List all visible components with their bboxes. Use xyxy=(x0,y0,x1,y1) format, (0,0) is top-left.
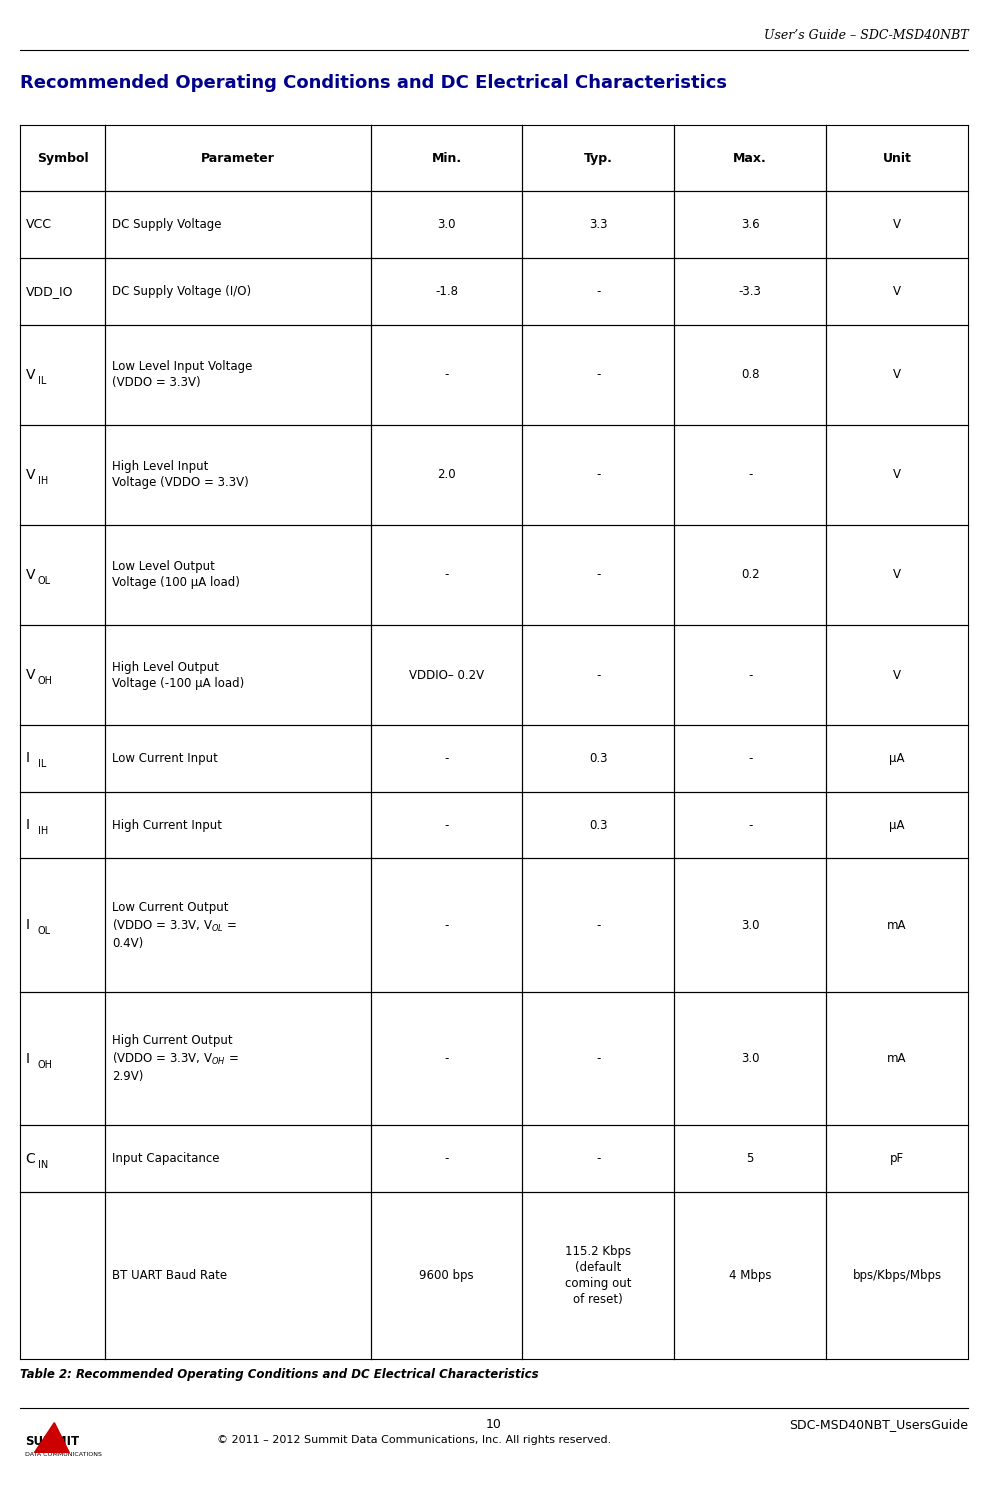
Text: Max.: Max. xyxy=(733,151,767,165)
Text: V: V xyxy=(893,569,901,582)
Text: I: I xyxy=(26,818,30,832)
Text: Symbol: Symbol xyxy=(37,151,88,165)
Text: OH: OH xyxy=(38,676,52,686)
Text: mA: mA xyxy=(887,919,907,931)
Text: IH: IH xyxy=(38,475,47,486)
Text: 3.0: 3.0 xyxy=(741,919,760,931)
Text: Input Capacitance: Input Capacitance xyxy=(112,1152,219,1166)
Text: IN: IN xyxy=(38,1160,47,1170)
Text: Min.: Min. xyxy=(432,151,461,165)
Text: mA: mA xyxy=(887,1051,907,1065)
Polygon shape xyxy=(35,1423,69,1452)
Text: -: - xyxy=(748,668,752,682)
Text: Table 2: Recommended Operating Conditions and DC Electrical Characteristics: Table 2: Recommended Operating Condition… xyxy=(20,1368,538,1381)
Text: -: - xyxy=(445,1152,449,1166)
Text: 0.3: 0.3 xyxy=(589,751,608,765)
Text: V: V xyxy=(893,218,901,232)
Text: V: V xyxy=(26,468,36,483)
Text: IL: IL xyxy=(38,376,45,386)
Text: -3.3: -3.3 xyxy=(739,285,762,298)
Text: -: - xyxy=(445,751,449,765)
Text: I: I xyxy=(26,1051,30,1066)
Text: C: C xyxy=(26,1152,36,1166)
Text: SDC-MSD40NBT_UsersGuide: SDC-MSD40NBT_UsersGuide xyxy=(789,1418,968,1432)
Text: DC Supply Voltage (I/O): DC Supply Voltage (I/O) xyxy=(112,285,251,298)
Text: 3.0: 3.0 xyxy=(438,218,455,232)
Text: User’s Guide – SDC-MSD40NBT: User’s Guide – SDC-MSD40NBT xyxy=(764,28,968,42)
Text: 9600 bps: 9600 bps xyxy=(419,1268,474,1282)
Text: -: - xyxy=(445,569,449,582)
Text: -: - xyxy=(596,1051,601,1065)
Text: V: V xyxy=(893,368,901,382)
Text: -: - xyxy=(596,468,601,481)
Text: Low Level Input Voltage
(VDDO = 3.3V): Low Level Input Voltage (VDDO = 3.3V) xyxy=(112,361,252,389)
Text: OL: OL xyxy=(38,927,50,936)
Text: Low Current Input: Low Current Input xyxy=(112,751,218,765)
Text: μA: μA xyxy=(889,818,905,832)
Text: V: V xyxy=(893,668,901,682)
Text: -: - xyxy=(445,818,449,832)
Text: 0.3: 0.3 xyxy=(589,818,608,832)
Text: Recommended Operating Conditions and DC Electrical Characteristics: Recommended Operating Conditions and DC … xyxy=(20,74,727,92)
Text: μA: μA xyxy=(889,751,905,765)
Text: 0.2: 0.2 xyxy=(741,569,760,582)
Text: -: - xyxy=(445,919,449,931)
Text: Low Current Output
(VDDO = 3.3V, V$_{OL}$ =
0.4V): Low Current Output (VDDO = 3.3V, V$_{OL}… xyxy=(112,901,237,949)
Text: © 2011 – 2012 Summit Data Communications, Inc. All rights reserved.: © 2011 – 2012 Summit Data Communications… xyxy=(217,1436,612,1445)
Text: -: - xyxy=(445,1051,449,1065)
Text: VDDIO– 0.2V: VDDIO– 0.2V xyxy=(409,668,484,682)
Text: V: V xyxy=(26,668,36,682)
Text: -: - xyxy=(596,919,601,931)
Text: Parameter: Parameter xyxy=(201,151,275,165)
Text: I: I xyxy=(26,751,30,765)
Text: Low Level Output
Voltage (100 μA load): Low Level Output Voltage (100 μA load) xyxy=(112,560,240,590)
Text: OL: OL xyxy=(38,576,50,587)
Text: VCC: VCC xyxy=(26,218,51,232)
Text: VDD_IO: VDD_IO xyxy=(26,285,73,298)
Text: -: - xyxy=(596,569,601,582)
Text: -: - xyxy=(748,751,752,765)
Text: 3.0: 3.0 xyxy=(741,1051,760,1065)
Text: DC Supply Voltage: DC Supply Voltage xyxy=(112,218,221,232)
Text: 5: 5 xyxy=(746,1152,754,1166)
Text: OH: OH xyxy=(38,1059,52,1069)
Text: -: - xyxy=(748,818,752,832)
Text: 10: 10 xyxy=(486,1418,502,1432)
Text: -1.8: -1.8 xyxy=(435,285,458,298)
Text: BT UART Baud Rate: BT UART Baud Rate xyxy=(112,1268,227,1282)
Text: -: - xyxy=(748,468,752,481)
Text: 3.3: 3.3 xyxy=(589,218,608,232)
Text: IH: IH xyxy=(38,826,47,836)
Text: 4 Mbps: 4 Mbps xyxy=(729,1268,772,1282)
Text: bps/Kbps/Mbps: bps/Kbps/Mbps xyxy=(853,1268,942,1282)
Text: High Current Output
(VDDO = 3.3V, V$_{OH}$ =
2.9V): High Current Output (VDDO = 3.3V, V$_{OH… xyxy=(112,1034,239,1083)
Text: V: V xyxy=(26,567,36,582)
Text: High Current Input: High Current Input xyxy=(112,818,222,832)
Text: DATA COMMUNICATIONS: DATA COMMUNICATIONS xyxy=(25,1452,102,1457)
Text: SUMMIT: SUMMIT xyxy=(25,1435,79,1448)
Text: -: - xyxy=(596,368,601,382)
Text: I: I xyxy=(26,918,30,933)
Text: V: V xyxy=(893,285,901,298)
Text: High Level Input
Voltage (VDDO = 3.3V): High Level Input Voltage (VDDO = 3.3V) xyxy=(112,460,249,490)
Text: -: - xyxy=(596,285,601,298)
Text: Typ.: Typ. xyxy=(584,151,613,165)
Text: pF: pF xyxy=(890,1152,904,1166)
Text: -: - xyxy=(445,368,449,382)
Text: 2.0: 2.0 xyxy=(438,468,455,481)
Text: 0.8: 0.8 xyxy=(741,368,760,382)
Text: -: - xyxy=(596,668,601,682)
Text: V: V xyxy=(26,368,36,382)
Text: 115.2 Kbps
(default
coming out
of reset): 115.2 Kbps (default coming out of reset) xyxy=(565,1244,631,1305)
Text: V: V xyxy=(893,468,901,481)
Text: IL: IL xyxy=(38,759,45,769)
Text: High Level Output
Voltage (-100 μA load): High Level Output Voltage (-100 μA load) xyxy=(112,661,244,689)
Text: -: - xyxy=(596,1152,601,1166)
Text: 3.6: 3.6 xyxy=(741,218,760,232)
Text: Unit: Unit xyxy=(882,151,912,165)
